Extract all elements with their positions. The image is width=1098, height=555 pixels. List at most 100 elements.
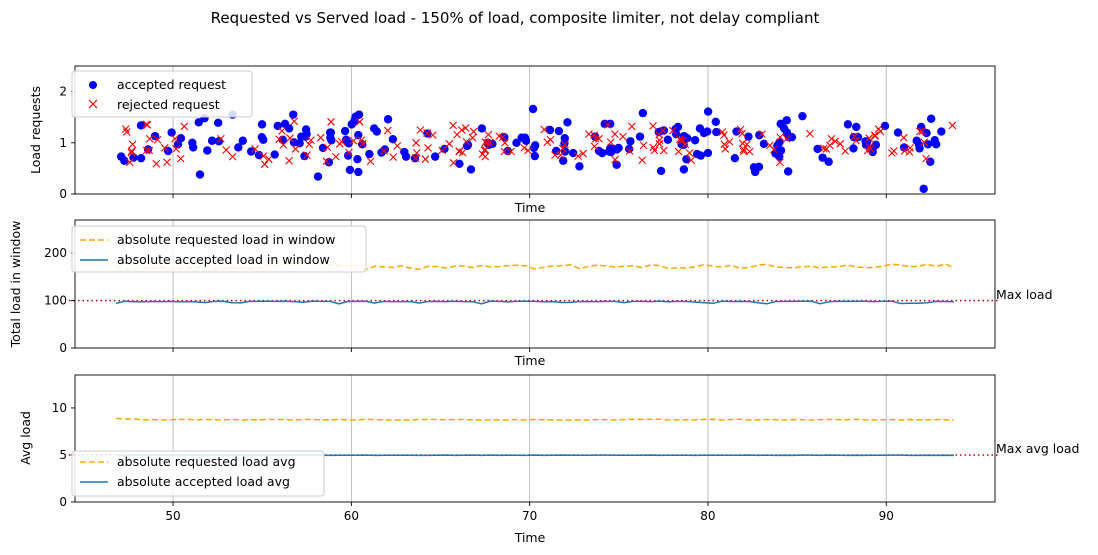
panel-load-requests: 0 1 2 Time Load requests accepted request … <box>28 65 996 215</box>
point-rejected-request <box>127 148 136 157</box>
point-rejected-request <box>468 133 477 142</box>
point-rejected-request <box>590 142 599 151</box>
point-rejected-request <box>423 129 432 137</box>
panel-2-x-label: Time <box>514 353 546 368</box>
point-accepted-request <box>377 148 386 157</box>
panel-3-y-label: Avg load <box>18 411 33 465</box>
point-rejected-request <box>428 131 437 140</box>
point-rejected-request <box>216 134 225 143</box>
point-rejected-request <box>279 140 288 149</box>
point-rejected-request <box>462 137 471 146</box>
point-accepted-request <box>798 111 807 121</box>
point-rejected-request <box>758 130 766 138</box>
point-accepted-request <box>679 165 689 174</box>
point-accepted-request <box>703 107 713 116</box>
point-accepted-request <box>528 104 538 114</box>
point-rejected-request <box>449 158 458 167</box>
panel-1-x-ticks <box>172 194 887 198</box>
point-rejected-request <box>591 134 600 143</box>
point-rejected-request <box>725 137 734 146</box>
point-rejected-request <box>948 121 957 130</box>
point-accepted-request <box>624 144 634 154</box>
x-tick-label: 80 <box>700 509 715 523</box>
point-accepted-request <box>730 153 740 163</box>
point-rejected-request <box>393 141 402 150</box>
point-rejected-request <box>153 135 162 144</box>
panel-1-plot-area <box>116 104 957 194</box>
point-accepted-request <box>732 127 741 136</box>
point-rejected-request <box>344 148 353 157</box>
point-rejected-request <box>574 152 583 161</box>
point-accepted-request <box>257 120 267 129</box>
point-rejected-request <box>685 149 694 157</box>
point-accepted-request <box>530 141 540 150</box>
point-accepted-request <box>344 139 353 148</box>
panel-1-x-label: Time <box>514 200 546 215</box>
point-rejected-request <box>543 138 552 147</box>
panel-2-plot-area <box>69 262 999 305</box>
point-rejected-request <box>259 152 268 161</box>
point-rejected-request <box>916 127 924 136</box>
y-tick-label: 0 <box>59 341 67 355</box>
point-accepted-request <box>654 127 663 137</box>
point-rejected-request <box>306 136 315 145</box>
point-accepted-request <box>626 137 635 146</box>
series-line-absolute-requested-load-avg <box>115 417 955 421</box>
panel-3-hline-label: Max avg load <box>996 441 1080 456</box>
point-rejected-request <box>625 147 634 155</box>
point-rejected-request <box>827 134 836 143</box>
point-rejected-request <box>659 146 668 155</box>
point-accepted-request <box>880 121 890 131</box>
point-rejected-request <box>679 136 687 145</box>
point-rejected-request <box>900 147 909 155</box>
point-rejected-request <box>127 147 136 155</box>
point-rejected-request <box>649 122 657 130</box>
point-accepted-request <box>926 114 936 123</box>
point-accepted-request <box>238 136 247 145</box>
point-accepted-request <box>776 119 785 129</box>
point-rejected-request <box>558 144 567 153</box>
y-tick-label: 5 <box>59 448 67 462</box>
point-rejected-request <box>745 147 754 156</box>
point-rejected-request <box>421 155 430 164</box>
point-rejected-request <box>650 146 659 155</box>
point-rejected-request <box>145 134 154 143</box>
point-accepted-request <box>912 136 921 145</box>
point-rejected-request <box>389 153 398 162</box>
point-rejected-request <box>806 129 814 138</box>
y-tick-label: 0 <box>59 495 67 509</box>
point-rejected-request <box>142 146 151 155</box>
point-rejected-request <box>290 117 299 126</box>
point-rejected-request <box>687 156 696 165</box>
point-accepted-request <box>813 144 822 154</box>
point-rejected-request <box>638 156 647 165</box>
point-accepted-request <box>919 184 928 194</box>
point-rejected-request <box>738 129 747 138</box>
point-rejected-request <box>445 139 454 148</box>
point-rejected-request <box>286 134 294 143</box>
point-accepted-request <box>610 145 619 154</box>
point-rejected-request <box>121 125 130 133</box>
point-rejected-request <box>383 126 392 135</box>
point-rejected-request <box>469 127 478 136</box>
panel-total-load: 0 100 200 Time Total load in window Max lo… <box>8 219 1053 368</box>
panel-3-frame <box>74 374 996 503</box>
legend-requested-avg-label: absolute requested load avg <box>117 454 296 469</box>
point-rejected-request <box>899 133 908 142</box>
point-accepted-request <box>351 112 360 121</box>
point-rejected-request <box>480 146 489 155</box>
point-accepted-request <box>663 135 673 144</box>
point-rejected-request <box>500 147 509 156</box>
point-rejected-request <box>782 134 791 143</box>
point-accepted-request <box>635 132 645 141</box>
point-rejected-request <box>905 148 914 156</box>
legend-requested-window-label: absolute requested load in window <box>117 232 335 247</box>
point-accepted-request <box>318 143 328 153</box>
point-rejected-request <box>291 145 300 153</box>
point-rejected-request <box>357 136 366 145</box>
point-rejected-request <box>228 152 237 161</box>
series-line-absolute-requested-load-in-window <box>115 262 955 272</box>
panel-3-x-label: Time <box>514 530 546 545</box>
point-accepted-request <box>824 157 833 166</box>
